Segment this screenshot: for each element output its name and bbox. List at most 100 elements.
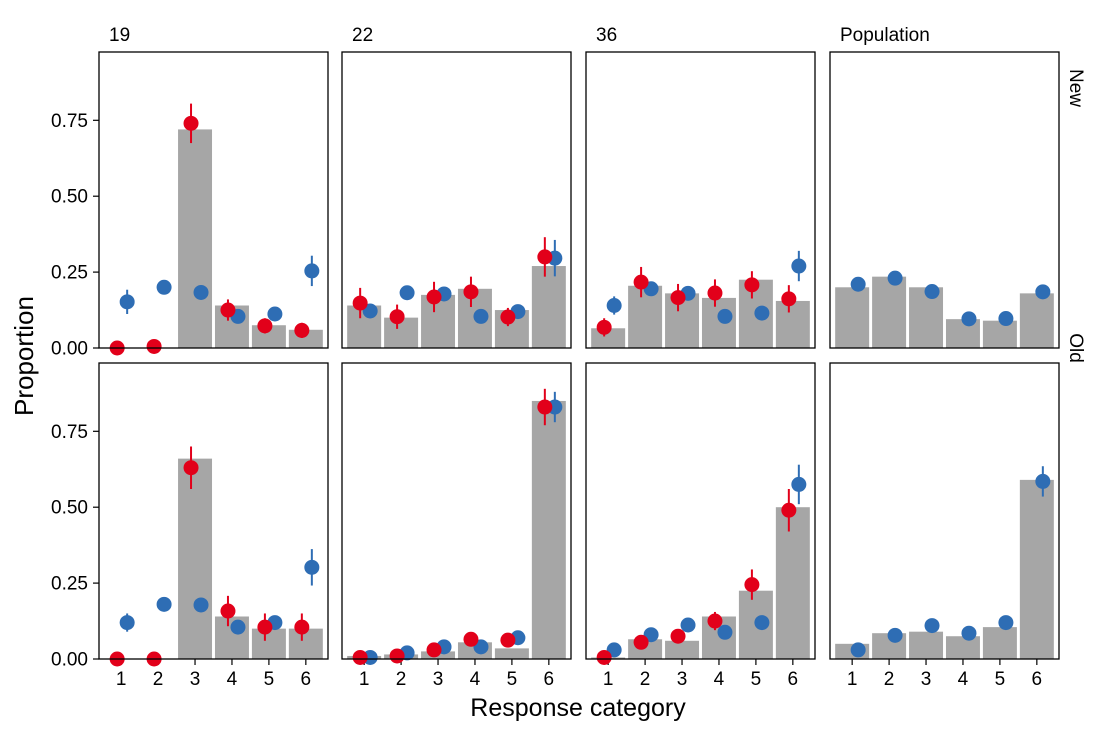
bar <box>982 320 1017 348</box>
y-tick-label: 0.50 <box>51 498 88 519</box>
bar <box>1019 479 1054 659</box>
x-tick-label: 6 <box>1032 669 1043 690</box>
red-point <box>781 502 797 518</box>
blue-point <box>1035 284 1051 300</box>
blue-point <box>1035 473 1051 489</box>
panel-border <box>98 51 329 349</box>
blue-point <box>193 284 209 300</box>
red-point <box>294 322 310 338</box>
blue-point <box>473 308 489 324</box>
red-point <box>352 649 368 665</box>
facet-label-36: 36 <box>596 25 617 46</box>
row-label-old: Old <box>1065 333 1086 363</box>
row-label-new: New <box>1065 69 1086 107</box>
x-tick-label: 3 <box>677 669 688 690</box>
x-tick-label: 4 <box>714 669 725 690</box>
y-tick-label: 0.25 <box>51 263 88 284</box>
y-tick-label: 0.75 <box>51 111 88 132</box>
red-point <box>670 628 686 644</box>
bar <box>628 285 663 348</box>
x-tick-label: 6 <box>301 669 312 690</box>
x-tick-label: 5 <box>995 669 1006 690</box>
blue-point <box>156 279 172 295</box>
x-tick-label: 4 <box>470 669 481 690</box>
bar <box>494 648 529 659</box>
panel-border <box>585 362 816 660</box>
blue-point <box>924 284 940 300</box>
x-tick-label: 4 <box>958 669 969 690</box>
bar <box>872 276 907 348</box>
y-tick-label: 0.25 <box>51 574 88 595</box>
facet-label-19: 19 <box>109 25 130 46</box>
red-point <box>426 289 442 305</box>
bar <box>178 129 213 348</box>
x-tick-label: 5 <box>507 669 518 690</box>
bar <box>531 266 566 348</box>
red-point <box>220 302 236 318</box>
blue-point <box>924 618 940 634</box>
panel-background <box>99 52 328 348</box>
bar <box>909 631 944 659</box>
x-tick-label: 1 <box>847 669 858 690</box>
red-point <box>463 284 479 300</box>
blue-point <box>304 263 320 279</box>
x-tick-label: 2 <box>884 669 895 690</box>
red-point <box>537 249 553 265</box>
blue-point <box>850 276 866 292</box>
blue-point <box>998 615 1014 631</box>
y-axis-title: Proportion <box>9 296 39 416</box>
red-point <box>633 634 649 650</box>
panel-border <box>829 51 1060 349</box>
panel-border <box>341 51 572 349</box>
x-tick-label: 3 <box>921 669 932 690</box>
y-tick-label: 0.00 <box>51 650 88 671</box>
x-tick-label: 2 <box>396 669 407 690</box>
blue-point <box>754 305 770 321</box>
panel-background <box>99 363 328 659</box>
facet-label-population: Population <box>840 25 930 46</box>
blue-point <box>399 285 415 301</box>
red-point <box>220 603 236 619</box>
blue-point <box>304 559 320 575</box>
red-point <box>294 619 310 635</box>
blue-point <box>230 619 246 635</box>
blue-point <box>119 294 135 310</box>
bar <box>531 400 566 659</box>
panel-border <box>98 362 329 660</box>
red-point <box>744 577 760 593</box>
blue-point <box>961 625 977 641</box>
red-point <box>463 631 479 647</box>
x-tick-label: 1 <box>359 669 370 690</box>
red-point <box>389 309 405 325</box>
red-point <box>670 290 686 306</box>
blue-point <box>754 615 770 631</box>
bar <box>665 640 700 659</box>
red-point <box>596 319 612 335</box>
x-tick-label: 1 <box>603 669 614 690</box>
red-point <box>633 274 649 290</box>
x-axis-title: Response category <box>470 694 686 722</box>
red-point <box>389 648 405 664</box>
blue-point <box>791 476 807 492</box>
x-tick-label: 6 <box>788 669 799 690</box>
x-tick-label: 2 <box>153 669 164 690</box>
red-point <box>537 399 553 415</box>
blue-point <box>998 311 1014 327</box>
bar <box>288 628 323 659</box>
bar <box>909 287 944 348</box>
red-point <box>500 309 516 325</box>
red-point <box>500 632 516 648</box>
red-point <box>352 295 368 311</box>
blue-point <box>267 306 283 322</box>
bar <box>835 287 870 348</box>
red-point <box>596 649 612 665</box>
red-point <box>183 115 199 131</box>
red-point <box>426 642 442 658</box>
panel-border <box>829 362 1060 660</box>
blue-point <box>961 311 977 327</box>
red-point <box>744 277 760 293</box>
red-point <box>257 318 273 334</box>
blue-point <box>119 615 135 631</box>
y-tick-label: 0.50 <box>51 187 88 208</box>
